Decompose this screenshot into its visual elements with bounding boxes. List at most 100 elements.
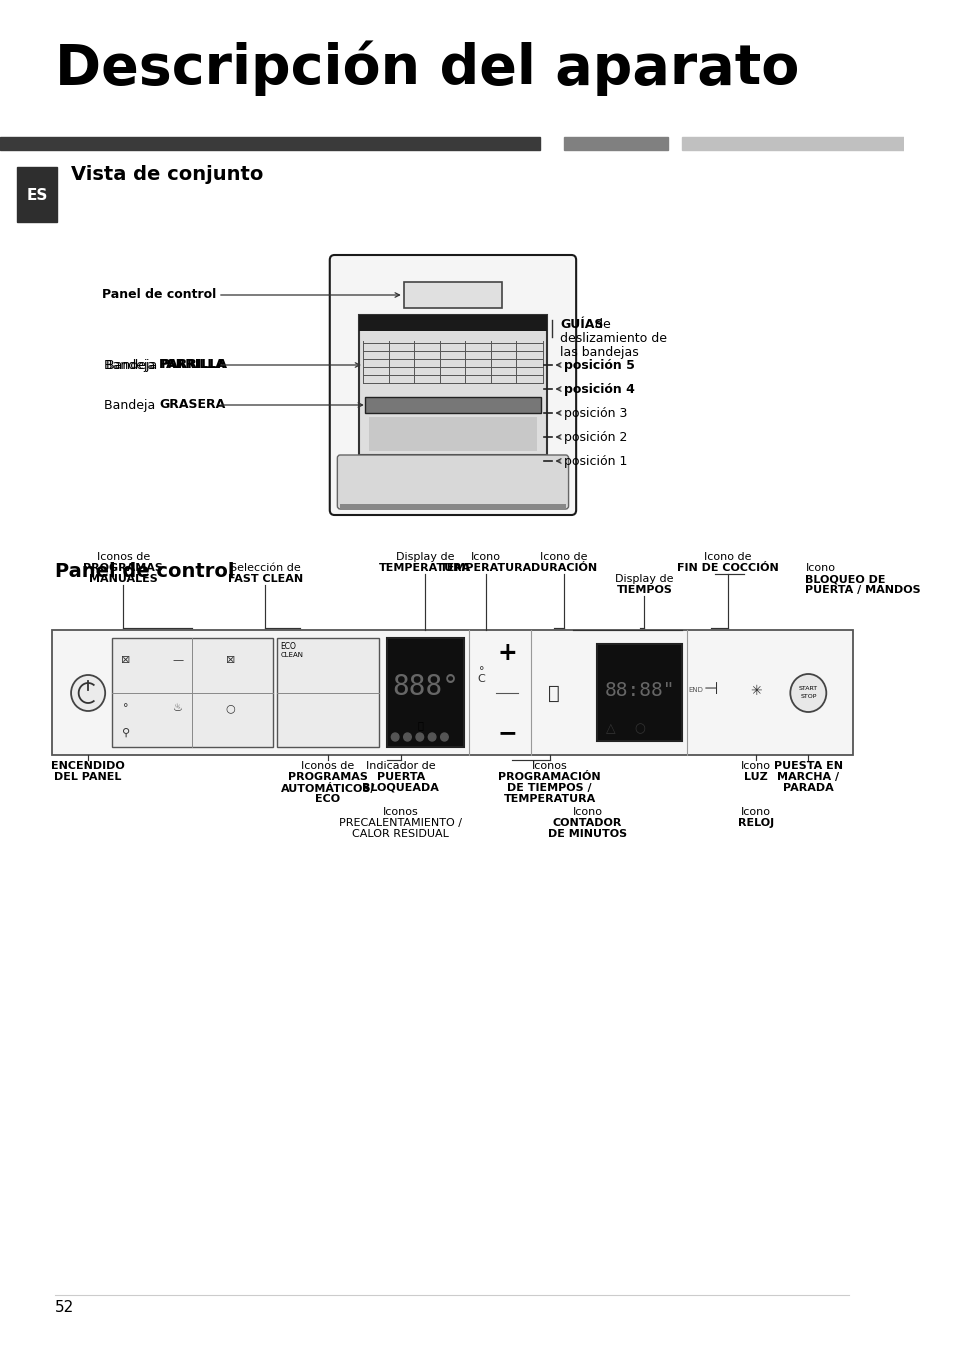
Text: Icono de: Icono de	[703, 552, 751, 562]
Circle shape	[416, 733, 423, 741]
Text: PROGRAMACIÓN: PROGRAMACIÓN	[497, 772, 600, 782]
Text: posición 4: posición 4	[563, 382, 634, 396]
Text: CALOR RESIDUAL: CALOR RESIDUAL	[352, 829, 449, 838]
Text: PROGRAMAS: PROGRAMAS	[83, 563, 163, 572]
Text: °
C: ° C	[477, 666, 485, 684]
Bar	[358, 315, 546, 455]
Text: +: +	[497, 641, 517, 666]
Text: Panel de control: Panel de control	[55, 562, 234, 580]
FancyBboxPatch shape	[337, 455, 568, 509]
Text: ECO: ECO	[315, 794, 340, 805]
Text: deslizamiento de: deslizamiento de	[559, 332, 666, 346]
Text: PUERTA / MANDOS: PUERTA / MANDOS	[804, 585, 921, 595]
Text: BLOQUEO DE: BLOQUEO DE	[804, 574, 885, 585]
Text: Display de: Display de	[615, 574, 673, 585]
Text: Display de: Display de	[395, 552, 455, 562]
Bar	[364, 397, 540, 413]
Text: Iconos: Iconos	[382, 807, 418, 817]
Text: TEMPERATURA: TEMPERATURA	[379, 563, 471, 572]
Text: ⊠: ⊠	[121, 655, 131, 666]
Text: DEL PANEL: DEL PANEL	[54, 772, 122, 782]
Text: Iconos de: Iconos de	[96, 552, 150, 562]
Text: 52: 52	[55, 1300, 74, 1315]
Text: ⧗: ⧗	[548, 683, 559, 702]
Text: Bandeja: Bandeja	[104, 398, 159, 412]
Text: GUÍAS: GUÍAS	[559, 319, 603, 331]
Bar	[0, 136, 539, 150]
Text: PARRILLA: PARRILLA	[159, 359, 226, 371]
Text: STOP: STOP	[800, 694, 816, 699]
Bar	[358, 315, 546, 331]
Text: 888°: 888°	[392, 674, 458, 701]
Text: °: °	[123, 703, 129, 713]
Text: Indicador de: Indicador de	[366, 761, 436, 771]
Text: Bandeja: Bandeja	[104, 359, 159, 371]
Text: Iconos: Iconos	[531, 761, 567, 771]
Text: Selección de: Selección de	[230, 563, 300, 572]
Bar	[681, 136, 903, 150]
Text: 🌡: 🌡	[417, 720, 423, 730]
Bar	[597, 644, 681, 741]
Text: Icono: Icono	[572, 807, 602, 817]
Bar	[340, 504, 565, 510]
Circle shape	[789, 674, 825, 711]
Text: MARCHA /: MARCHA /	[777, 772, 839, 782]
Circle shape	[391, 733, 398, 741]
Text: Iconos de: Iconos de	[301, 761, 355, 771]
Text: GRASERA: GRASERA	[159, 398, 225, 412]
Text: de: de	[591, 319, 611, 331]
Text: Icono: Icono	[471, 552, 500, 562]
Circle shape	[440, 733, 448, 741]
Text: BLOQUEADA: BLOQUEADA	[362, 783, 438, 792]
Text: posición 1: posición 1	[563, 455, 626, 467]
Bar	[403, 282, 501, 308]
Text: FIN DE COCCIÓN: FIN DE COCCIÓN	[677, 563, 778, 572]
Text: Bandeja: Bandeja	[106, 359, 161, 371]
Text: ⊠: ⊠	[225, 655, 234, 666]
Text: START: START	[798, 687, 817, 691]
Text: PARRILLA: PARRILLA	[161, 359, 228, 371]
Text: ES: ES	[27, 188, 48, 202]
Text: ♨: ♨	[173, 703, 183, 713]
Text: TIEMPOS: TIEMPOS	[616, 585, 672, 595]
Circle shape	[428, 733, 436, 741]
Text: DE MINUTOS: DE MINUTOS	[547, 829, 626, 838]
Text: Icono de: Icono de	[539, 552, 587, 562]
Text: ⊣: ⊣	[702, 680, 718, 698]
Text: CLEAN: CLEAN	[280, 652, 303, 657]
Text: posición 5: posición 5	[563, 359, 634, 371]
Text: las bandejas: las bandejas	[559, 346, 639, 359]
Text: PUESTA EN: PUESTA EN	[773, 761, 841, 771]
Text: CONTADOR: CONTADOR	[552, 818, 621, 828]
Bar	[112, 639, 273, 747]
Bar	[563, 136, 667, 150]
FancyBboxPatch shape	[330, 255, 576, 514]
Text: ✳: ✳	[750, 684, 761, 698]
Text: Icono: Icono	[804, 563, 835, 572]
Text: Descripción del aparato: Descripción del aparato	[55, 40, 799, 96]
Text: RELOJ: RELOJ	[738, 818, 774, 828]
Text: DURACIÓN: DURACIÓN	[530, 563, 597, 572]
Text: AUTOMÁTICOS/: AUTOMÁTICOS/	[280, 783, 375, 794]
Bar	[52, 630, 852, 755]
Text: PRECALENTAMIENTO /: PRECALENTAMIENTO /	[339, 818, 462, 828]
Text: END: END	[687, 687, 702, 693]
Text: LUZ: LUZ	[743, 772, 767, 782]
Text: TEMPERATURA: TEMPERATURA	[503, 794, 595, 805]
Text: PARADA: PARADA	[782, 783, 833, 792]
Text: △: △	[606, 722, 616, 736]
Text: posición 2: posición 2	[563, 431, 626, 444]
Text: Icono: Icono	[740, 807, 770, 817]
Bar	[17, 167, 57, 221]
Circle shape	[71, 675, 105, 711]
Text: TEMPERATURA: TEMPERATURA	[439, 563, 532, 572]
Text: MANUALES: MANUALES	[89, 574, 157, 585]
Text: PUERTA: PUERTA	[376, 772, 424, 782]
Text: ECO: ECO	[280, 643, 296, 651]
Text: ○: ○	[634, 722, 644, 736]
Text: ENCENDIDO: ENCENDIDO	[51, 761, 125, 771]
Text: Vista de conjunto: Vista de conjunto	[71, 166, 263, 185]
Text: posición 3: posición 3	[563, 406, 626, 420]
Text: Panel de control: Panel de control	[102, 289, 215, 301]
Bar	[276, 639, 378, 747]
